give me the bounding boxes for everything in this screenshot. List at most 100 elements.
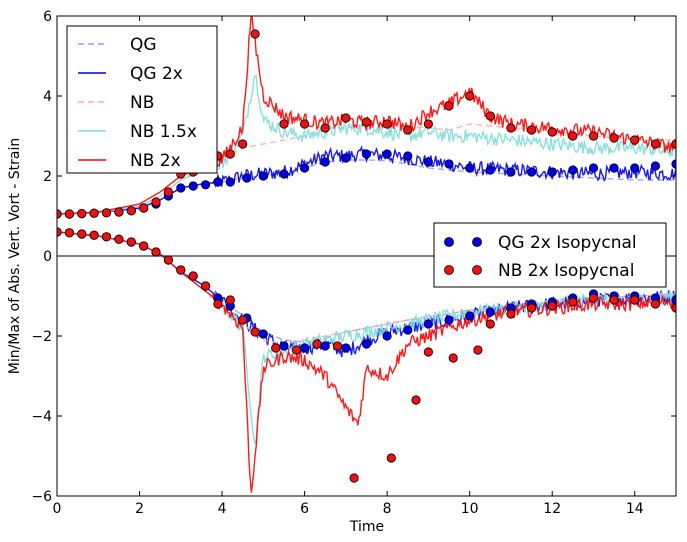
- data-point-nb-2x-isopycnal: [201, 281, 211, 291]
- data-point-nb-2x-isopycnal: [361, 117, 372, 127]
- data-point-nb-2x-isopycnal: [547, 301, 557, 311]
- data-point-nb-2x-isopycnal: [382, 119, 392, 129]
- x-axis-label: Time: [349, 519, 384, 535]
- data-point-nb-2x-isopycnal: [151, 197, 161, 207]
- data-point-nb-2x-isopycnal: [225, 149, 235, 159]
- data-point-qg-2x-isopycnal: [361, 149, 372, 159]
- data-point-qg-2x-isopycnal: [465, 311, 475, 321]
- data-point-nb-2x-isopycnal: [630, 135, 640, 145]
- data-point-qg-2x-isopycnal: [403, 151, 413, 161]
- data-point-nb-2x-isopycnal: [64, 209, 75, 219]
- legend-lines-box: [66, 25, 218, 174]
- data-point-qg-2x-isopycnal: [423, 157, 433, 167]
- data-point-nb-2x-isopycnal: [139, 241, 149, 251]
- data-point-qg-2x-isopycnal: [299, 343, 310, 353]
- legend-marker-qg-2x-isopycnal: [444, 237, 454, 247]
- data-point-qg-2x-isopycnal: [423, 319, 433, 329]
- data-point-nb-2x-isopycnal: [299, 119, 310, 129]
- series-points: [57, 29, 676, 483]
- data-point-nb-2x-isopycnal: [151, 247, 161, 257]
- data-point-nb-2x-isopycnal: [506, 309, 516, 319]
- data-point-nb-2x-isopycnal: [506, 123, 516, 133]
- data-point-nb-2x-isopycnal: [163, 187, 173, 197]
- data-point-nb-2x-isopycnal: [568, 131, 578, 141]
- data-point-qg-2x-isopycnal: [485, 165, 495, 175]
- x-tick-label: 4: [218, 501, 227, 517]
- legend-marker-nb-2x-isopycnal: [444, 265, 454, 275]
- legend-label-qg-2x: QG 2x: [130, 64, 183, 84]
- x-tick-label: 8: [383, 501, 392, 517]
- data-point-nb-2x-isopycnal: [114, 234, 124, 244]
- data-point-nb-2x-isopycnal: [126, 237, 136, 247]
- data-point-nb-2x-isopycnal: [89, 208, 99, 218]
- data-point-nb-2x-isopycnal: [547, 127, 557, 137]
- x-tick-label: 12: [543, 501, 561, 517]
- data-point-nb-2x-isopycnal: [101, 232, 112, 242]
- data-point-nb-2x-isopycnal: [271, 343, 281, 353]
- x-tick-label: 14: [626, 501, 644, 517]
- x-tick-label: 0: [53, 501, 62, 517]
- data-point-qg-2x-isopycnal: [588, 163, 599, 173]
- data-point-nb-2x-isopycnal: [279, 119, 289, 129]
- data-point-nb-2x-isopycnal: [650, 299, 661, 309]
- data-point-nb-2x-isopycnal: [139, 203, 149, 213]
- legend-label-nb-1-5x: NB 1.5x: [130, 122, 197, 142]
- data-point-nb-2x-isopycnal: [349, 473, 359, 483]
- data-point-qg-2x-isopycnal: [382, 149, 392, 159]
- y-tick-label: −2: [31, 329, 52, 345]
- data-point-qg-2x-isopycnal: [279, 169, 289, 179]
- data-point-nb-2x-isopycnal: [77, 229, 87, 239]
- data-point-nb-2x-isopycnal: [77, 209, 87, 219]
- data-point-nb-2x-isopycnal: [411, 395, 421, 405]
- y-axis-label: Min/Max of Abs. Vert. Vort - Strain: [7, 138, 23, 375]
- legend-lines: QG QG 2x NB NB 1.5x NB 2x: [66, 25, 218, 174]
- data-point-nb-2x-isopycnal: [312, 339, 322, 349]
- data-point-qg-2x-isopycnal: [568, 165, 578, 175]
- axis-ticks: 0 2 4 6 8 10 12 14 −6 −4 −2 0 2 4 6: [31, 9, 676, 517]
- data-point-nb-2x-isopycnal: [89, 230, 99, 240]
- data-point-qg-2x-isopycnal: [382, 331, 392, 341]
- data-point-nb-2x-isopycnal: [650, 139, 661, 149]
- data-point-nb-2x-isopycnal: [126, 206, 136, 216]
- data-point-nb-2x-isopycnal: [609, 295, 619, 305]
- data-point-qg-2x-isopycnal: [176, 183, 186, 193]
- data-point-nb-2x-isopycnal: [114, 207, 124, 217]
- y-tick-label: 2: [43, 169, 52, 185]
- data-point-nb-2x-isopycnal: [250, 29, 260, 39]
- data-point-qg-2x-isopycnal: [609, 163, 619, 173]
- data-point-qg-2x-isopycnal: [650, 161, 661, 171]
- data-point-qg-2x-isopycnal: [341, 153, 351, 163]
- data-point-nb-2x-isopycnal: [188, 271, 198, 281]
- legend-label-nb: NB: [130, 93, 154, 113]
- data-point-qg-2x-isopycnal: [444, 315, 454, 325]
- data-point-qg-2x-isopycnal: [547, 167, 557, 177]
- data-point-nb-2x-isopycnal: [423, 119, 433, 129]
- data-point-qg-2x-isopycnal: [201, 180, 211, 190]
- data-point-nb-2x-isopycnal: [291, 345, 301, 355]
- data-point-qg-2x-isopycnal: [403, 325, 413, 335]
- data-point-qg-2x-isopycnal: [361, 339, 372, 349]
- data-point-nb-2x-isopycnal: [609, 133, 619, 143]
- data-point-qg-2x-isopycnal: [341, 343, 351, 353]
- data-point-nb-2x-isopycnal: [526, 125, 537, 135]
- data-point-qg-2x-isopycnal: [299, 163, 310, 173]
- data-point-nb-2x-isopycnal: [473, 345, 483, 355]
- y-tick-label: 0: [43, 249, 52, 265]
- data-point-qg-2x-isopycnal: [213, 177, 223, 187]
- data-point-nb-2x-isopycnal: [238, 139, 248, 149]
- data-point-qg-2x-isopycnal: [258, 171, 268, 181]
- data-point-qg-2x-isopycnal: [320, 341, 330, 351]
- series-line-qg-2x-max: [57, 145, 676, 215]
- legend-label-qg: QG: [130, 35, 157, 55]
- data-point-nb-2x-isopycnal: [176, 265, 186, 275]
- data-point-qg-2x-isopycnal: [188, 181, 198, 191]
- data-point-nb-2x-isopycnal: [332, 341, 343, 351]
- legend-marker-nb-2x-isopycnal: [472, 265, 482, 275]
- data-point-nb-2x-isopycnal: [630, 295, 640, 305]
- data-point-qg-2x-isopycnal: [465, 163, 475, 173]
- data-point-qg-2x-isopycnal: [485, 307, 495, 317]
- data-point-nb-2x-isopycnal: [423, 347, 433, 357]
- data-point-qg-2x-isopycnal: [320, 157, 330, 167]
- data-point-nb-2x-isopycnal: [485, 111, 495, 121]
